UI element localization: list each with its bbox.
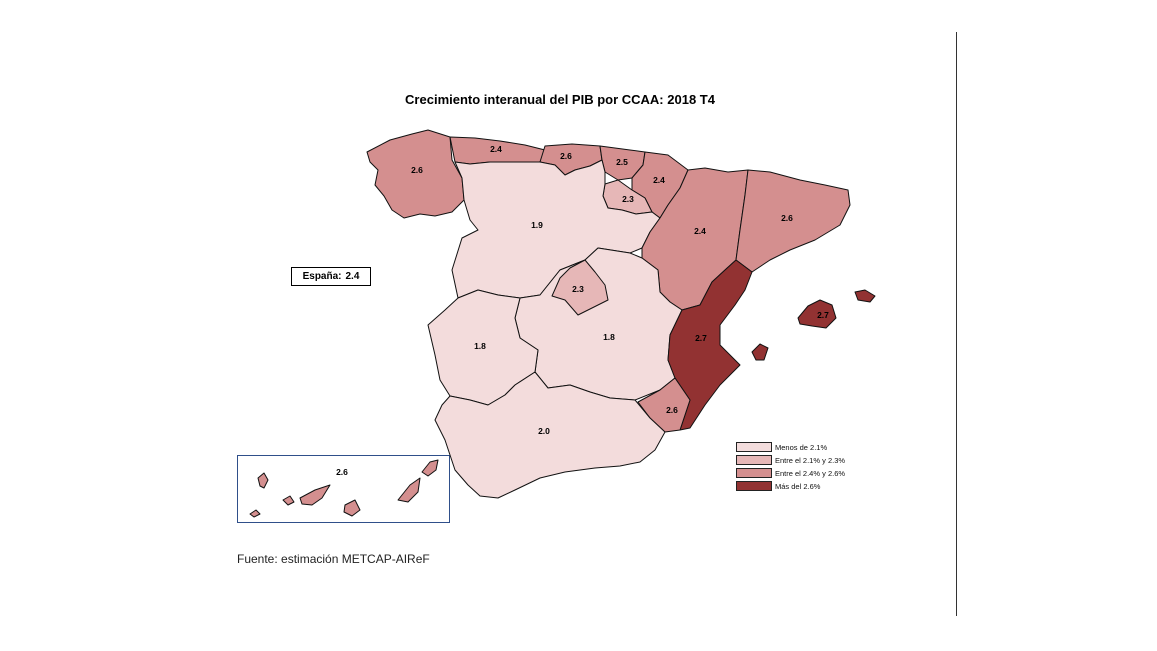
value-navarra: 2.4	[653, 175, 665, 185]
legend-label: Entre el 2.4% y 2.6%	[775, 468, 846, 478]
legend-swatch	[736, 468, 772, 478]
region-canarias[interactable]	[249, 459, 439, 518]
value-pais-vasco: 2.5	[616, 157, 628, 167]
value-castilla-la-mancha: 1.8	[603, 332, 615, 342]
region-baleares-menorca[interactable]	[854, 289, 876, 303]
region-cataluna[interactable]	[735, 169, 851, 273]
legend-item: Menos de 2.1%	[736, 441, 845, 453]
legend-swatch	[736, 455, 772, 465]
legend-item: Entre el 2.1% y 2.3%	[736, 454, 845, 466]
map-title: Crecimiento interanual del PIB por CCAA:…	[405, 92, 715, 107]
value-andalucia: 2.0	[538, 426, 550, 436]
spain-summary-label: España:	[302, 271, 342, 282]
value-asturias: 2.4	[490, 144, 502, 154]
legend-swatch	[736, 442, 772, 452]
region-valenciana[interactable]	[667, 259, 753, 431]
region-baleares-mallorca[interactable]	[797, 299, 837, 329]
legend-item: Entre el 2.4% y 2.6%	[736, 467, 845, 479]
value-murcia: 2.6	[666, 405, 678, 415]
legend-label: Menos de 2.1%	[775, 442, 828, 452]
value-baleares: 2.7	[817, 310, 829, 320]
value-galicia: 2.6	[411, 165, 423, 175]
legend-label: Más del 2.6%	[775, 481, 821, 491]
value-extremadura: 1.8	[474, 341, 486, 351]
value-madrid: 2.3	[572, 284, 584, 294]
legend-item: Más del 2.6%	[736, 480, 845, 492]
spain-summary-value: 2.4	[345, 271, 360, 282]
value-canarias: 2.6	[336, 467, 348, 477]
vertical-divider	[956, 32, 957, 616]
region-andalucia[interactable]	[434, 371, 666, 499]
value-valenciana: 2.7	[695, 333, 707, 343]
value-aragon: 2.4	[694, 226, 706, 236]
value-castilla-leon: 1.9	[531, 220, 543, 230]
canary-islands-inset	[237, 455, 450, 523]
value-la-rioja: 2.3	[622, 194, 634, 204]
legend-swatch	[736, 481, 772, 491]
spain-summary-box: España: 2.4	[291, 267, 371, 286]
source-note: Fuente: estimación METCAP-AIReF	[237, 552, 430, 566]
region-madrid[interactable]	[551, 259, 609, 316]
legend: Menos de 2.1% Entre el 2.1% y 2.3% Entre…	[736, 441, 845, 493]
legend-label: Entre el 2.1% y 2.3%	[775, 455, 846, 465]
region-galicia[interactable]	[366, 129, 465, 219]
value-cataluna: 2.6	[781, 213, 793, 223]
region-baleares-ibiza[interactable]	[751, 343, 769, 361]
value-cantabria: 2.6	[560, 151, 572, 161]
